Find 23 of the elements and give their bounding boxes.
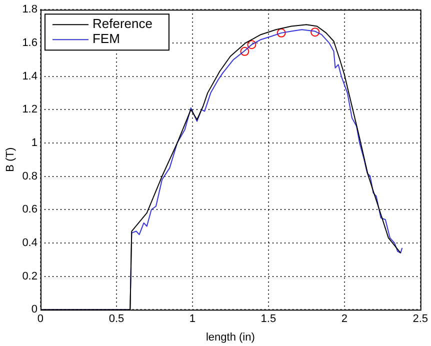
- x-tick-label: 2: [341, 313, 348, 326]
- point: [240, 46, 250, 56]
- y-axis-title: B (T): [4, 147, 17, 172]
- y-tick-label: 0.8: [22, 170, 38, 182]
- point: [247, 40, 256, 50]
- point: [310, 28, 320, 37]
- x-tick-label: 1: [189, 313, 196, 326]
- y-tick-label: 0.4: [22, 236, 38, 249]
- y-tick-label: 1.2: [22, 104, 38, 116]
- x-tick-label: 0.5: [108, 313, 124, 326]
- x-tick-label: 2.5: [412, 313, 428, 326]
- legend-label: FEM: [92, 31, 120, 46]
- legend-label: Reference: [92, 16, 152, 32]
- y-tick-label: 1.8: [22, 4, 38, 16]
- y-tick-label: 0: [31, 304, 38, 316]
- y-tick-label: 0.6: [22, 204, 38, 216]
- y-tick-label: 1.6: [22, 36, 38, 49]
- x-axis-title: length (in): [206, 331, 255, 344]
- point: [276, 28, 286, 38]
- y-tick-label: 1: [31, 136, 38, 149]
- y-tick-label: 0.2: [22, 270, 38, 282]
- x-tick-label: 1.5: [260, 313, 276, 326]
- y-tick-label: 1.4: [22, 70, 38, 82]
